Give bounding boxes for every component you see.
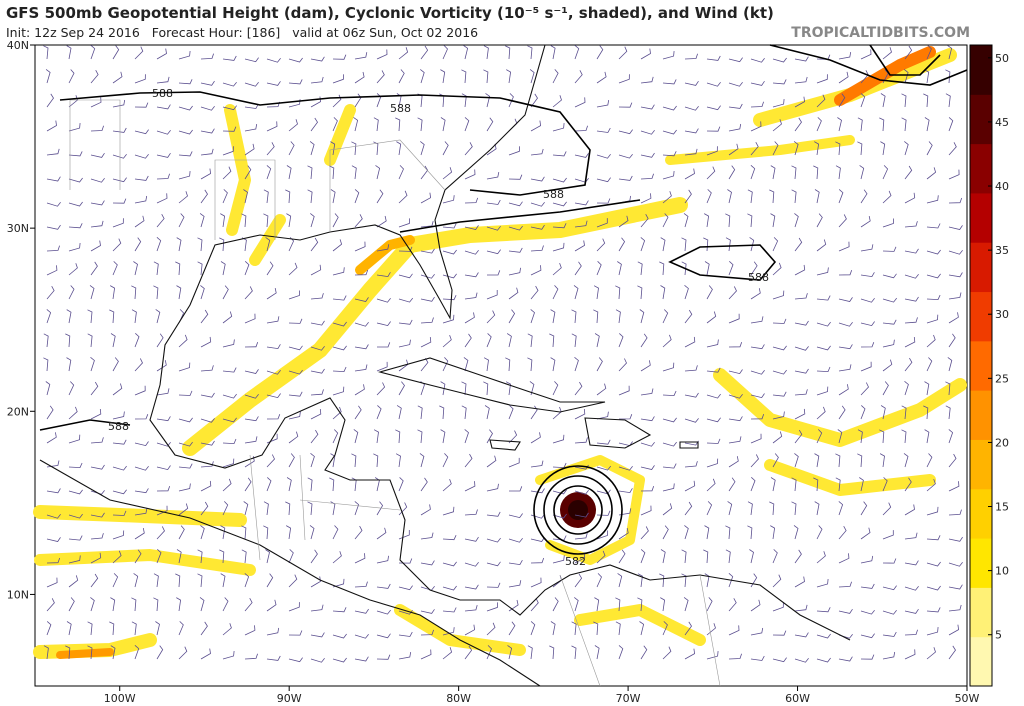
x-tick-label: 50W xyxy=(955,692,980,705)
vorticity-band xyxy=(834,46,936,106)
contour-582 xyxy=(533,465,623,555)
x-tick-label: 60W xyxy=(785,692,810,705)
contour xyxy=(769,44,968,86)
contour-588 xyxy=(59,91,591,196)
colorbar-cell xyxy=(970,538,992,588)
colorbar: 5 10 15 20 25 30 35 40 45 50 xyxy=(969,44,1009,687)
x-tick-label: 70W xyxy=(616,692,641,705)
borders xyxy=(69,99,721,687)
contour-588 xyxy=(39,419,131,431)
colorbar-tick-label: 20 xyxy=(995,436,1009,449)
coastlines xyxy=(39,44,851,687)
vorticity-band xyxy=(665,135,855,165)
x-tick-label: 80W xyxy=(446,692,471,705)
contour-label: 588 xyxy=(748,271,769,284)
colorbar-cell xyxy=(970,439,992,490)
colorbar-tick-label: 15 xyxy=(995,501,1009,514)
vorticity-band xyxy=(764,459,936,496)
cuba xyxy=(377,357,606,413)
contour-label: 582 xyxy=(565,555,586,568)
colorbar-tick-label: 30 xyxy=(995,308,1009,321)
colorbar-tick-label: 5 xyxy=(995,629,1002,642)
y-tick-label: 10N xyxy=(7,588,29,601)
wind-barb xyxy=(43,44,963,663)
vorticity-band xyxy=(56,648,114,659)
puerto-rico xyxy=(679,441,699,449)
vorticity-band xyxy=(33,505,247,527)
contour-label: 588 xyxy=(108,420,129,433)
colorbar-tick-label: 10 xyxy=(995,565,1009,578)
colorbar-cell xyxy=(970,340,992,391)
contour-588 xyxy=(399,199,641,233)
colorbar-cell xyxy=(970,45,992,95)
contour xyxy=(869,44,941,76)
contour-label: 588 xyxy=(543,188,564,201)
vorticity-band xyxy=(182,197,688,456)
colorbar-cell xyxy=(970,636,992,687)
colorbar-cell xyxy=(970,94,992,145)
vorticity-core xyxy=(568,500,588,520)
colorbar-tick-label: 40 xyxy=(995,180,1009,193)
coastline xyxy=(39,459,541,687)
colorbar-cell xyxy=(970,488,992,539)
colorbar-cell xyxy=(970,143,992,194)
colorbar-cell xyxy=(970,242,992,293)
y-tick-label: 40N xyxy=(7,39,29,52)
colorbar-cell xyxy=(970,390,992,440)
y-tick-label: 20N xyxy=(7,405,29,418)
subtitle: Init: 12z Sep 24 2016 Forecast Hour: [18… xyxy=(6,25,478,40)
colorbar-frame xyxy=(969,44,993,687)
colorbar-tick-label: 25 xyxy=(995,372,1009,385)
map: 588 588 588 588 588 582 xyxy=(33,44,968,687)
y-tick-label: 30N xyxy=(7,222,29,235)
vorticity-band xyxy=(355,235,415,275)
contour xyxy=(543,475,613,545)
vorticity-shading xyxy=(33,46,967,659)
contour-labels: 588 588 588 588 588 582 xyxy=(108,87,769,568)
axes: 100W 90W 80W 70W 60W 50W 40N 30N 20N 10N xyxy=(7,39,980,705)
x-tick-label: 90W xyxy=(277,692,302,705)
colorbar-tick-label: 45 xyxy=(995,116,1009,129)
map-frame xyxy=(34,44,968,687)
vorticity-ring xyxy=(535,455,645,565)
colorbar-cell xyxy=(970,587,992,638)
colorbar-tick-label: 35 xyxy=(995,244,1009,257)
contour-588 xyxy=(668,244,777,281)
colorbar-tick-label: 50 xyxy=(995,52,1009,65)
contour-label: 588 xyxy=(390,102,411,115)
wind-barbs xyxy=(43,44,963,663)
coastline xyxy=(159,44,546,386)
vorticity-band xyxy=(34,549,256,576)
credit: TROPICALTIDBITS.COM xyxy=(791,25,970,41)
x-tick-label: 100W xyxy=(104,692,136,705)
title: GFS 500mb Geopotential Height (dam), Cyc… xyxy=(6,4,774,22)
hispaniola xyxy=(584,417,652,449)
jamaica xyxy=(489,439,521,451)
colorbar-cell xyxy=(970,192,992,243)
height-contours xyxy=(39,44,968,555)
vorticity-band xyxy=(394,604,706,656)
contour xyxy=(553,485,603,535)
contour-label: 588 xyxy=(152,87,173,100)
coastline xyxy=(149,384,851,641)
colorbar-cell xyxy=(970,291,992,342)
